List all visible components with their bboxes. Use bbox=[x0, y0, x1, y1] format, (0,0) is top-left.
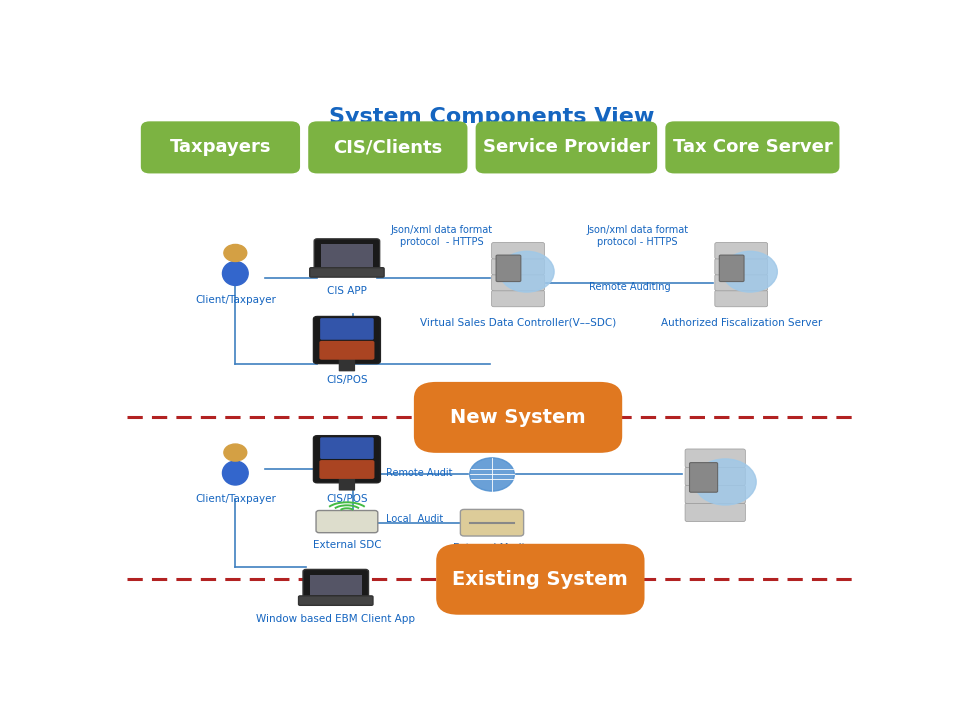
Circle shape bbox=[469, 458, 515, 491]
FancyBboxPatch shape bbox=[492, 243, 544, 259]
FancyBboxPatch shape bbox=[665, 122, 839, 174]
FancyBboxPatch shape bbox=[492, 258, 544, 275]
FancyBboxPatch shape bbox=[715, 243, 768, 259]
Text: Tax Core Server: Tax Core Server bbox=[673, 138, 832, 156]
FancyBboxPatch shape bbox=[475, 122, 658, 174]
Text: External SDC: External SDC bbox=[313, 541, 381, 551]
Text: System Components View: System Components View bbox=[329, 107, 655, 127]
Text: New System: New System bbox=[450, 408, 586, 427]
FancyBboxPatch shape bbox=[321, 244, 372, 267]
FancyBboxPatch shape bbox=[685, 467, 745, 485]
FancyBboxPatch shape bbox=[308, 122, 468, 174]
FancyBboxPatch shape bbox=[316, 510, 378, 533]
FancyBboxPatch shape bbox=[685, 449, 745, 467]
FancyBboxPatch shape bbox=[320, 318, 373, 340]
FancyBboxPatch shape bbox=[715, 290, 768, 307]
Ellipse shape bbox=[223, 461, 249, 485]
FancyBboxPatch shape bbox=[310, 575, 362, 595]
Text: Authorized Fiscalization Server: Authorized Fiscalization Server bbox=[660, 318, 822, 328]
FancyBboxPatch shape bbox=[313, 317, 380, 364]
FancyBboxPatch shape bbox=[339, 478, 355, 490]
Text: Client/Taxpayer: Client/Taxpayer bbox=[195, 294, 276, 305]
Text: Client/Taxpayer: Client/Taxpayer bbox=[195, 495, 276, 504]
Text: Existing System: Existing System bbox=[452, 570, 628, 589]
FancyBboxPatch shape bbox=[715, 274, 768, 291]
FancyBboxPatch shape bbox=[320, 437, 373, 459]
FancyBboxPatch shape bbox=[496, 255, 521, 282]
FancyBboxPatch shape bbox=[339, 359, 355, 372]
FancyBboxPatch shape bbox=[719, 255, 744, 282]
Ellipse shape bbox=[223, 261, 249, 285]
Text: CIS/Clients: CIS/Clients bbox=[333, 138, 443, 156]
FancyBboxPatch shape bbox=[461, 510, 523, 536]
FancyBboxPatch shape bbox=[310, 268, 384, 277]
FancyBboxPatch shape bbox=[320, 341, 374, 360]
Text: Local  Audit: Local Audit bbox=[386, 514, 444, 524]
Circle shape bbox=[723, 251, 778, 292]
Circle shape bbox=[694, 459, 756, 505]
FancyBboxPatch shape bbox=[314, 239, 379, 271]
Text: CIS APP: CIS APP bbox=[327, 286, 367, 296]
FancyBboxPatch shape bbox=[414, 382, 622, 453]
Text: Remote Audit: Remote Audit bbox=[386, 468, 453, 478]
FancyBboxPatch shape bbox=[320, 460, 374, 479]
Text: Service Provider: Service Provider bbox=[483, 138, 650, 156]
Circle shape bbox=[224, 444, 247, 461]
FancyBboxPatch shape bbox=[685, 503, 745, 521]
FancyBboxPatch shape bbox=[141, 122, 300, 174]
Text: Json/xml data format
protocol  - HTTPS: Json/xml data format protocol - HTTPS bbox=[391, 225, 492, 247]
Text: External Media: External Media bbox=[453, 543, 531, 553]
FancyBboxPatch shape bbox=[299, 596, 372, 606]
FancyBboxPatch shape bbox=[492, 290, 544, 307]
Text: CIS/POS: CIS/POS bbox=[326, 374, 368, 384]
FancyBboxPatch shape bbox=[715, 258, 768, 275]
FancyBboxPatch shape bbox=[436, 544, 644, 615]
FancyBboxPatch shape bbox=[313, 436, 380, 483]
Text: Json/xml data format
protocol - HTTPS: Json/xml data format protocol - HTTPS bbox=[586, 225, 688, 247]
Text: Remote Auditing: Remote Auditing bbox=[588, 282, 670, 292]
FancyBboxPatch shape bbox=[303, 570, 369, 600]
Circle shape bbox=[499, 251, 554, 292]
FancyBboxPatch shape bbox=[689, 463, 718, 492]
Text: Virtual Sales Data Controller(V––SDC): Virtual Sales Data Controller(V––SDC) bbox=[420, 318, 616, 328]
Text: Window based EBM Client App: Window based EBM Client App bbox=[256, 614, 416, 624]
Text: Taxpayers: Taxpayers bbox=[170, 138, 271, 156]
FancyBboxPatch shape bbox=[492, 274, 544, 291]
FancyBboxPatch shape bbox=[685, 485, 745, 503]
Circle shape bbox=[224, 245, 247, 261]
Text: CIS/POS: CIS/POS bbox=[326, 494, 368, 504]
